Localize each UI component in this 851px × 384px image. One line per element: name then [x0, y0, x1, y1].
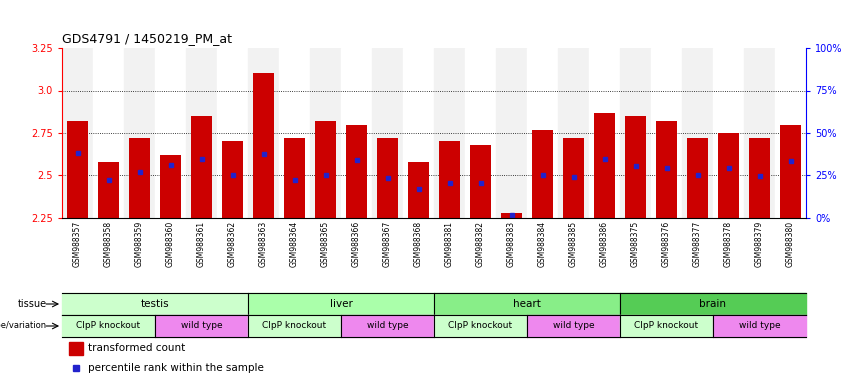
Text: ClpP knockout: ClpP knockout [635, 321, 699, 331]
Bar [744, 48, 775, 218]
Bar [527, 315, 620, 337]
Bar [279, 48, 310, 218]
Bar [372, 48, 403, 218]
Bar [254, 73, 273, 218]
Text: liver: liver [329, 299, 352, 309]
Text: wild type: wild type [552, 321, 594, 331]
Bar [341, 315, 434, 337]
Bar [713, 315, 806, 337]
Bar [501, 213, 522, 218]
Bar [750, 138, 769, 218]
Bar [67, 121, 88, 218]
Bar [186, 48, 217, 218]
Text: testis: testis [140, 299, 169, 309]
Bar [161, 155, 180, 218]
Bar [378, 138, 397, 218]
Text: wild type: wild type [739, 321, 780, 331]
Bar [248, 315, 341, 337]
Bar [620, 48, 651, 218]
Bar [718, 133, 739, 218]
Bar [527, 48, 558, 218]
Bar [651, 48, 682, 218]
Bar [780, 124, 801, 218]
Bar [403, 48, 434, 218]
Bar [310, 48, 341, 218]
Text: ClpP knockout: ClpP knockout [448, 321, 512, 331]
Text: transformed count: transformed count [88, 343, 186, 353]
Bar [408, 162, 429, 218]
Bar [222, 141, 243, 218]
Bar [595, 113, 614, 218]
Bar [155, 315, 248, 337]
Bar [155, 48, 186, 218]
Text: heart: heart [513, 299, 541, 309]
Bar [346, 124, 367, 218]
Text: genotype/variation: genotype/variation [0, 321, 47, 331]
Bar [533, 129, 552, 218]
Bar [62, 315, 155, 337]
Bar [688, 138, 707, 218]
Bar [217, 48, 248, 218]
Bar [775, 48, 806, 218]
Bar [589, 48, 620, 218]
Text: brain: brain [700, 299, 727, 309]
Bar [62, 48, 93, 218]
Bar [465, 48, 496, 218]
Text: tissue: tissue [18, 299, 47, 309]
Bar [625, 116, 646, 218]
Bar [99, 162, 118, 218]
Bar [496, 48, 527, 218]
Bar [129, 138, 150, 218]
Bar [434, 48, 465, 218]
Text: GDS4791 / 1450219_PM_at: GDS4791 / 1450219_PM_at [62, 32, 232, 45]
Bar [124, 48, 155, 218]
Bar [439, 141, 460, 218]
Bar [558, 48, 589, 218]
Bar [656, 121, 677, 218]
Bar [62, 293, 248, 315]
Bar [471, 145, 490, 218]
Bar [713, 48, 744, 218]
Bar [682, 48, 713, 218]
Bar [248, 293, 434, 315]
Bar [341, 48, 372, 218]
Bar [620, 315, 713, 337]
Bar [434, 315, 527, 337]
Text: ClpP knockout: ClpP knockout [262, 321, 327, 331]
Bar [316, 121, 335, 218]
Bar [248, 48, 279, 218]
Bar [620, 293, 806, 315]
Text: ClpP knockout: ClpP knockout [77, 321, 140, 331]
Bar [434, 293, 620, 315]
Text: wild type: wild type [367, 321, 408, 331]
Text: percentile rank within the sample: percentile rank within the sample [88, 363, 264, 373]
Bar [563, 138, 584, 218]
Bar [191, 116, 212, 218]
Bar [70, 342, 83, 355]
Text: wild type: wild type [180, 321, 222, 331]
Bar [284, 138, 305, 218]
Bar [93, 48, 124, 218]
